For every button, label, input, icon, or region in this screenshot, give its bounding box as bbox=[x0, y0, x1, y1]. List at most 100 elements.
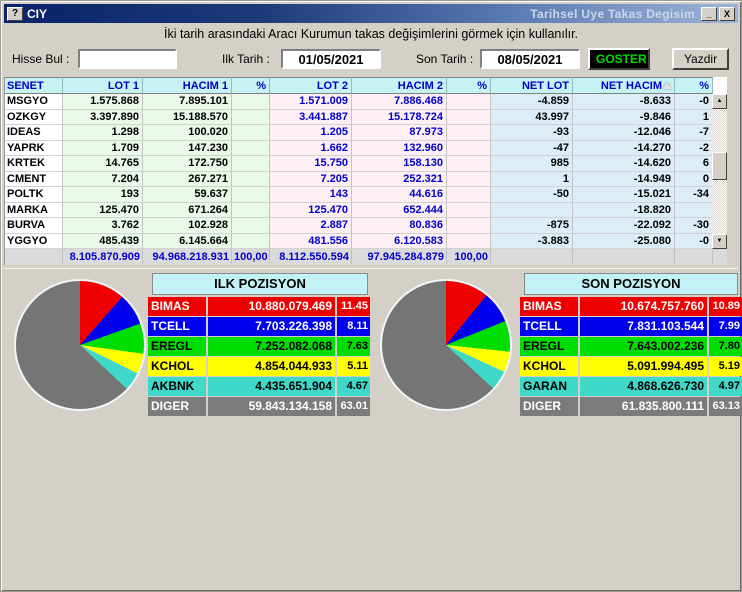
hisse-bul-input[interactable] bbox=[78, 49, 177, 69]
table-cell: 100.020 bbox=[143, 125, 232, 141]
position-symbol: EREGL bbox=[148, 337, 206, 356]
table-body: MSGYO 1.575.868 7.895.101 1.571.009 7.886.46… bbox=[5, 94, 727, 249]
window-subtitle: Tarihsel Uye Takas Degisim bbox=[530, 6, 695, 21]
table-cell: 671.264 bbox=[143, 202, 232, 218]
hisse-bul-label: Hisse Bul : bbox=[12, 52, 70, 66]
table-cell: IDEAS bbox=[5, 125, 63, 141]
table-cell bbox=[232, 125, 270, 141]
table-row[interactable]: IDEAS 1.298 100.020 1.205 87.973 -93 -12.046 -7 bbox=[5, 125, 727, 141]
table-cell: 87.973 bbox=[352, 125, 447, 141]
table-row[interactable]: POLTK 193 59.637 143 44.616 -50 -15.021 -34 bbox=[5, 187, 727, 203]
help-icon[interactable]: ? bbox=[7, 6, 23, 21]
position-symbol: TCELL bbox=[148, 317, 206, 336]
table-cell: 102.928 bbox=[143, 218, 232, 234]
column-header-1[interactable]: LOT 1 bbox=[63, 77, 143, 94]
goster-button[interactable]: GOSTER bbox=[588, 48, 650, 70]
table-cell: -34 bbox=[675, 187, 713, 203]
position-symbol: DIGER bbox=[520, 397, 578, 416]
column-header-0[interactable]: SENET bbox=[5, 77, 63, 94]
table-cell bbox=[447, 156, 491, 172]
table-cell: 252.321 bbox=[352, 171, 447, 187]
table-cell bbox=[232, 140, 270, 156]
takas-table: SENET LOT 1 HACIM 1% LOT 2 HACIM 2% NET LOT NE… bbox=[4, 77, 727, 265]
minimize-button[interactable]: _ bbox=[701, 6, 717, 21]
vertical-scrollbar[interactable]: ▲ ▼ bbox=[712, 94, 727, 249]
table-cell: -0 bbox=[675, 94, 713, 110]
table-row[interactable]: KRTEK 14.765 172.750 15.750 158.130 985 -14.62… bbox=[5, 156, 727, 172]
table-row[interactable]: YGGYO 485.439 6.145.664 481.556 6.120.583 -3.… bbox=[5, 233, 727, 249]
position-symbol: KCHOL bbox=[148, 357, 206, 376]
column-header-3[interactable]: % bbox=[232, 77, 270, 94]
table-cell bbox=[447, 109, 491, 125]
position-value: 10.674.757.760 bbox=[580, 297, 707, 316]
position-percent: 7.99 bbox=[709, 317, 742, 336]
table-cell: -30 bbox=[675, 218, 713, 234]
table-cell bbox=[675, 202, 713, 218]
table-cell: -14.270 bbox=[573, 140, 675, 156]
table-cell bbox=[447, 187, 491, 203]
table-cell: -47 bbox=[491, 140, 573, 156]
table-row[interactable]: BURVA 3.762 102.928 2.887 80.836 -875 -22.092-… bbox=[5, 218, 727, 234]
totals-cell bbox=[675, 249, 713, 265]
column-header-9[interactable]: % bbox=[675, 77, 713, 94]
position-row: KCHOL 5.091.994.495 5.19 bbox=[520, 357, 742, 376]
position-value: 10.880.079.469 bbox=[208, 297, 335, 316]
table-cell: -3.883 bbox=[491, 233, 573, 249]
table-cell: 147.230 bbox=[143, 140, 232, 156]
table-cell: 132.960 bbox=[352, 140, 447, 156]
table-cell: OZKGY bbox=[5, 109, 63, 125]
son-tarih-field[interactable]: 08/05/2021 bbox=[480, 49, 580, 69]
table-header-row: SENET LOT 1 HACIM 1% LOT 2 HACIM 2% NET LOT NE… bbox=[5, 77, 727, 94]
position-row: EREGL 7.643.002.236 7.80 bbox=[520, 337, 742, 356]
table-cell bbox=[447, 218, 491, 234]
position-row: KCHOL 4.854.044.933 5.11 bbox=[148, 357, 370, 376]
table-row[interactable]: MARKA 125.470 671.264 125.470 652.444 -18.820 bbox=[5, 202, 727, 218]
titlebar: ? CIY Tarihsel Uye Takas Degisim _ X bbox=[4, 4, 738, 23]
position-percent: 11.45 bbox=[337, 297, 370, 316]
scrollbar-thumb[interactable] bbox=[712, 152, 727, 180]
yazdir-button[interactable]: Yazdir bbox=[672, 48, 729, 70]
table-cell bbox=[447, 233, 491, 249]
column-header-4[interactable]: LOT 2 bbox=[270, 77, 352, 94]
column-header-7[interactable]: NET LOT bbox=[491, 77, 573, 94]
close-button[interactable]: X bbox=[719, 6, 735, 21]
son-tarih-label: Son Tarih : bbox=[416, 52, 474, 66]
column-header-6[interactable]: % bbox=[447, 77, 491, 94]
table-cell: 7.205 bbox=[270, 171, 352, 187]
table-cell: YAPRK bbox=[5, 140, 63, 156]
table-row[interactable]: OZKGY 3.397.890 15.188.570 3.441.887 15.178.… bbox=[5, 109, 727, 125]
table-cell: -14.949 bbox=[573, 171, 675, 187]
table-row[interactable]: MSGYO 1.575.868 7.895.101 1.571.009 7.886.46… bbox=[5, 94, 727, 110]
table-row[interactable]: YAPRK 1.709 147.230 1.662 132.960 -47 -14.270-… bbox=[5, 140, 727, 156]
column-header-8[interactable]: NET HACIM bbox=[573, 77, 675, 94]
position-symbol: KCHOL bbox=[520, 357, 578, 376]
table-cell: MSGYO bbox=[5, 94, 63, 110]
table-cell: -875 bbox=[491, 218, 573, 234]
scroll-down-icon[interactable]: ▼ bbox=[712, 234, 727, 249]
position-row: TCELL 7.831.103.544 7.99 bbox=[520, 317, 742, 336]
table-cell: 80.836 bbox=[352, 218, 447, 234]
position-percent: 63.01 bbox=[337, 397, 370, 416]
table-cell: 15.178.724 bbox=[352, 109, 447, 125]
table-cell bbox=[232, 156, 270, 172]
table-cell bbox=[491, 202, 573, 218]
scroll-up-icon[interactable]: ▲ bbox=[712, 94, 727, 109]
totals-cell: 100,00 bbox=[447, 249, 491, 265]
table-cell: YGGYO bbox=[5, 233, 63, 249]
table-cell: -18.820 bbox=[573, 202, 675, 218]
table-cell: -22.092 bbox=[573, 218, 675, 234]
ilk-tarih-field[interactable]: 01/05/2021 bbox=[281, 49, 381, 69]
position-value: 59.843.134.158 bbox=[208, 397, 335, 416]
position-row: DIGER 61.835.800.111 63.13 bbox=[520, 397, 742, 416]
position-value: 4.435.651.904 bbox=[208, 377, 335, 396]
sort-indicator-icon bbox=[663, 82, 671, 89]
position-value: 5.091.994.495 bbox=[580, 357, 707, 376]
column-header-5[interactable]: HACIM 2 bbox=[352, 77, 447, 94]
position-percent: 7.80 bbox=[709, 337, 742, 356]
table-row[interactable]: CMENT 7.204 267.271 7.205 252.321 1 -14.949 0 bbox=[5, 171, 727, 187]
table-cell: 14.765 bbox=[63, 156, 143, 172]
column-header-2[interactable]: HACIM 1 bbox=[143, 77, 232, 94]
table-cell bbox=[232, 187, 270, 203]
table-cell: 3.397.890 bbox=[63, 109, 143, 125]
